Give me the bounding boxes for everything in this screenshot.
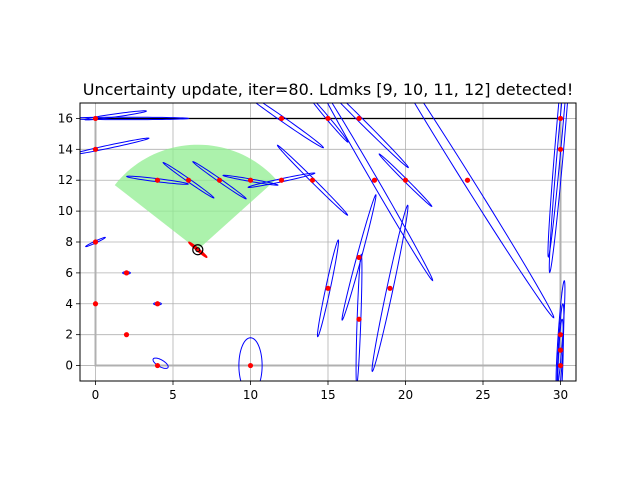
covariance-ellipse-22 bbox=[371, 204, 409, 373]
covariance-ellipse-0 bbox=[80, 116, 190, 121]
landmark-2 bbox=[92, 239, 99, 245]
landmark-29 bbox=[557, 362, 564, 369]
landmark-25 bbox=[557, 115, 564, 122]
landmark-27 bbox=[557, 332, 564, 338]
ellipse-layer bbox=[80, 103, 568, 381]
covariance-ellipse-28 bbox=[556, 303, 565, 381]
fov-layer bbox=[114, 144, 277, 250]
x-axis-ticks: 0 5 10 15 20 25 30 bbox=[92, 381, 568, 402]
x-tick-label-4: 20 bbox=[398, 388, 413, 402]
landmark-5 bbox=[123, 332, 130, 338]
landmark-3 bbox=[92, 301, 99, 307]
covariance-ellipse-14 bbox=[247, 172, 316, 188]
y-tick-label-8: 16 bbox=[58, 111, 73, 125]
landmark-23 bbox=[402, 177, 409, 183]
covariance-ellipse-20 bbox=[355, 253, 363, 381]
landmark-0 bbox=[92, 115, 99, 122]
landmark-21 bbox=[371, 177, 378, 183]
x-tick-label-0: 0 bbox=[92, 388, 100, 402]
landmark-22 bbox=[387, 285, 393, 291]
covariance-ellipse-2 bbox=[80, 137, 150, 155]
y-tick-label-7: 14 bbox=[58, 142, 73, 156]
covariance-ellipse-12 bbox=[238, 337, 263, 381]
robot-marker bbox=[192, 244, 204, 256]
x-tick-label-1: 5 bbox=[169, 388, 177, 402]
covariance-ellipse-10 bbox=[192, 161, 247, 200]
landmark-1 bbox=[92, 146, 99, 152]
landmark-layer bbox=[92, 115, 564, 369]
landmark-7 bbox=[154, 177, 161, 183]
covariance-ellipse-11 bbox=[222, 174, 279, 186]
covariance-ellipse-7 bbox=[152, 357, 169, 369]
chart-title: Uncertainty update, iter=80. Ldmks [9, 1… bbox=[83, 80, 573, 99]
covariance-ellipse-17 bbox=[316, 239, 340, 338]
covariance-ellipse-18 bbox=[339, 103, 409, 169]
covariance-ellipse-8 bbox=[126, 175, 189, 185]
landmark-24 bbox=[464, 177, 471, 183]
y-tick-label-5: 10 bbox=[58, 204, 73, 218]
landmark-8 bbox=[154, 362, 161, 369]
covariance-ellipse-3 bbox=[85, 236, 106, 248]
y-tick-label-6: 12 bbox=[58, 173, 73, 187]
covariance-ellipse-15 bbox=[276, 144, 349, 216]
y-tick-label-2: 4 bbox=[65, 297, 73, 311]
landmark-4 bbox=[123, 270, 130, 276]
x-tick-label-5: 25 bbox=[475, 388, 490, 402]
landmark-11 bbox=[247, 177, 254, 183]
field-of-view-wedge bbox=[114, 144, 277, 250]
landmark-20 bbox=[356, 316, 362, 322]
covariance-ellipse-9 bbox=[162, 161, 215, 199]
covariance-ellipse-16 bbox=[312, 103, 349, 143]
covariance-ellipse-19 bbox=[341, 194, 377, 321]
y-tick-label-0: 0 bbox=[65, 359, 73, 373]
landmark-19 bbox=[356, 254, 362, 261]
covariance-ellipse-29 bbox=[557, 318, 564, 381]
covariance-ellipse-13 bbox=[255, 103, 324, 149]
covariance-ellipse-26 bbox=[548, 103, 568, 274]
landmark-17 bbox=[325, 285, 331, 291]
robot-layer bbox=[188, 241, 208, 258]
y-tick-label-3: 6 bbox=[65, 266, 73, 280]
covariance-ellipse-24 bbox=[414, 103, 555, 319]
landmark-26 bbox=[557, 146, 564, 152]
landmark-9 bbox=[185, 177, 192, 183]
covariance-ellipse-27 bbox=[555, 280, 566, 381]
x-tick-label-3: 15 bbox=[320, 388, 335, 402]
landmark-16 bbox=[325, 115, 331, 122]
covariance-ellipse-1 bbox=[84, 110, 148, 121]
landmark-12 bbox=[247, 362, 254, 369]
covariance-ellipse-23 bbox=[378, 153, 433, 207]
landmark-28 bbox=[557, 347, 564, 353]
landmark-13 bbox=[278, 115, 285, 122]
landmark-10 bbox=[216, 177, 223, 183]
robot-covariance-ellipse bbox=[188, 241, 208, 258]
landmark-18 bbox=[356, 115, 362, 122]
landmark-15 bbox=[309, 177, 316, 183]
y-tick-label-4: 8 bbox=[65, 235, 73, 249]
x-tick-label-6: 30 bbox=[553, 388, 568, 402]
robot-center bbox=[195, 247, 201, 253]
landmark-14 bbox=[278, 177, 285, 183]
covariance-ellipse-25 bbox=[547, 103, 566, 259]
landmark-6 bbox=[154, 301, 161, 307]
y-axis-ticks: 0 2 4 6 8 10 12 14 16 bbox=[58, 111, 80, 373]
x-tick-label-2: 10 bbox=[243, 388, 258, 402]
covariance-ellipse-21 bbox=[326, 103, 434, 282]
y-tick-label-1: 2 bbox=[65, 328, 73, 342]
